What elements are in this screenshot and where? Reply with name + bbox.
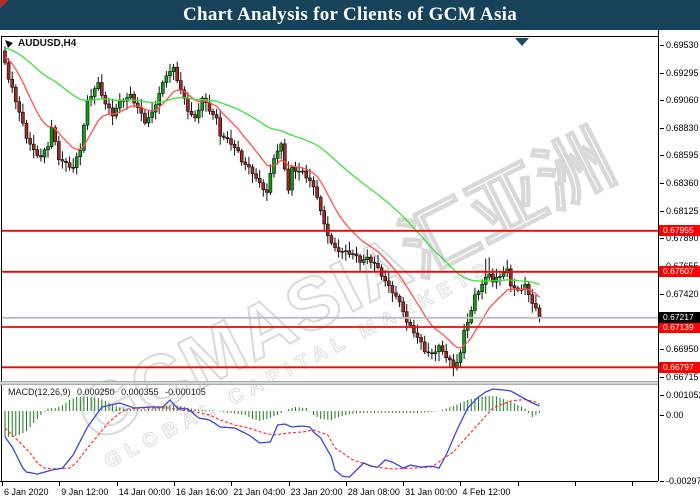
current-price-badge: 0.67217 bbox=[659, 312, 700, 324]
price-axis-label: 0.68595 bbox=[660, 150, 700, 160]
time-axis-label: 9 Jan 12:00 bbox=[61, 487, 109, 497]
time-axis-tick bbox=[231, 482, 233, 486]
corner-mark-icon bbox=[0, 0, 9, 8]
time-axis-tick bbox=[116, 482, 118, 486]
time-axis-label: 31 Jan 00:00 bbox=[405, 487, 458, 497]
macd-line bbox=[4, 388, 540, 478]
time-axis-tick bbox=[345, 482, 347, 486]
price-axis-label: 0.69295 bbox=[660, 68, 700, 78]
pane-divider[interactable] bbox=[0, 381, 658, 385]
macd-indicator-label: MACD(12,26,9) 0.000250 0.000355 -0.00010… bbox=[8, 387, 210, 397]
symbol-timeframe-label: AUDUSD,H4 bbox=[18, 38, 77, 49]
price-axis-label: 0.66715 bbox=[660, 372, 700, 382]
time-axis-label: 28 Jan 08:00 bbox=[347, 487, 400, 497]
macd-axis-label: 0.001052 bbox=[660, 390, 700, 400]
price-chart-canvas[interactable] bbox=[2, 36, 658, 381]
time-axis[interactable]: 6 Jan 2020 9 Jan 12:00 14 Jan 00:00 16 Jan … bbox=[0, 481, 658, 500]
price-axis-label: 0.67890 bbox=[660, 233, 700, 243]
symbol-label-row: AUDUSD,H4 bbox=[4, 38, 76, 49]
chart-border-left bbox=[1, 36, 2, 481]
time-axis-label: 14 Jan 00:00 bbox=[118, 487, 171, 497]
time-axis-tick bbox=[288, 482, 290, 486]
price-axis-label: 0.67420 bbox=[660, 289, 700, 299]
candlesticks bbox=[3, 46, 542, 377]
chart-border-top bbox=[1, 36, 658, 37]
time-axis-label: 23 Jan 20:00 bbox=[290, 487, 343, 497]
time-axis-tick bbox=[403, 482, 405, 486]
level-price-badge: 0.66797 bbox=[659, 361, 700, 373]
signal-line bbox=[4, 398, 540, 470]
time-axis-tick bbox=[632, 482, 634, 486]
level-price-badge: 0.67955 bbox=[659, 225, 700, 237]
price-axis-label: 0.69060 bbox=[660, 95, 700, 105]
level-price-badge: 0.67139 bbox=[659, 321, 700, 333]
fast-ma-line bbox=[4, 56, 540, 349]
macd-value-signal: 0.000355 bbox=[121, 387, 159, 397]
slow-ma-line bbox=[4, 47, 540, 286]
time-axis-label: 16 Jan 16:00 bbox=[175, 487, 228, 497]
macd-name: MACD(12,26,9) bbox=[8, 387, 71, 397]
price-axis-label: 0.68125 bbox=[660, 206, 700, 216]
title-bar: Chart Analysis for Clients of GCM Asia bbox=[0, 0, 700, 30]
price-axis-label: 0.69530 bbox=[660, 40, 700, 50]
time-axis-tick bbox=[2, 482, 3, 486]
price-axis-label: 0.66950 bbox=[660, 344, 700, 354]
price-axis-label: 0.68360 bbox=[660, 178, 700, 188]
cursor-arrow-icon bbox=[5, 39, 13, 48]
time-axis-tick bbox=[173, 482, 175, 486]
time-axis-tick bbox=[460, 482, 462, 486]
time-axis-label: 6 Jan 2020 bbox=[4, 487, 49, 497]
page-title: Chart Analysis for Clients of GCM Asia bbox=[182, 4, 518, 25]
macd-value-histogram: -0.000105 bbox=[165, 387, 206, 397]
time-axis-tick bbox=[575, 482, 576, 486]
down-arrow-marker[interactable] bbox=[515, 38, 529, 46]
macd-chart bbox=[4, 388, 540, 478]
candlestick-chart bbox=[2, 46, 658, 377]
time-axis-tick bbox=[59, 482, 61, 486]
macd-axis-label: 0.00 bbox=[660, 410, 700, 420]
macd-value-main: 0.000250 bbox=[77, 387, 115, 397]
price-axis-label: 0.68830 bbox=[660, 123, 700, 133]
time-axis-label: 21 Jan 04:00 bbox=[233, 487, 286, 497]
time-axis-label: 4 Feb 12:00 bbox=[462, 487, 511, 497]
price-axis[interactable]: 0.69530 0.69295 0.69060 0.68830 0.68595 0.683… bbox=[658, 30, 700, 486]
level-price-badge: 0.67607 bbox=[659, 266, 700, 278]
macd-chart-canvas[interactable] bbox=[2, 385, 658, 481]
time-axis-tick bbox=[517, 482, 519, 486]
